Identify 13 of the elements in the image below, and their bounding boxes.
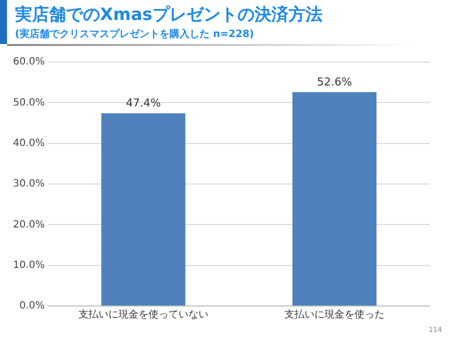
y-tick-label: 60.0% [12, 56, 45, 68]
y-tick-label: 10.0% [12, 260, 45, 271]
x-tick-label: 支払いに現金を使った [284, 308, 384, 321]
data-label: 47.4% [126, 96, 161, 110]
y-tick-label: 50.0% [12, 97, 45, 108]
y-tick-label: 20.0% [12, 219, 45, 230]
data-label: 52.6% [316, 75, 352, 88]
x-tick-label: 支払いに現金を使っていない [78, 308, 208, 321]
chart-subtitle: (実店舗でクリスマスプレゼントを購入した n=228) [15, 27, 255, 41]
y-tick-label: 30.0% [12, 178, 45, 190]
y-tick-label: 0.0% [19, 300, 45, 312]
y-tick-label: 40.0% [12, 138, 45, 149]
chart-title: 実店舗でのXmasプレゼントの決済方法 [15, 4, 324, 26]
